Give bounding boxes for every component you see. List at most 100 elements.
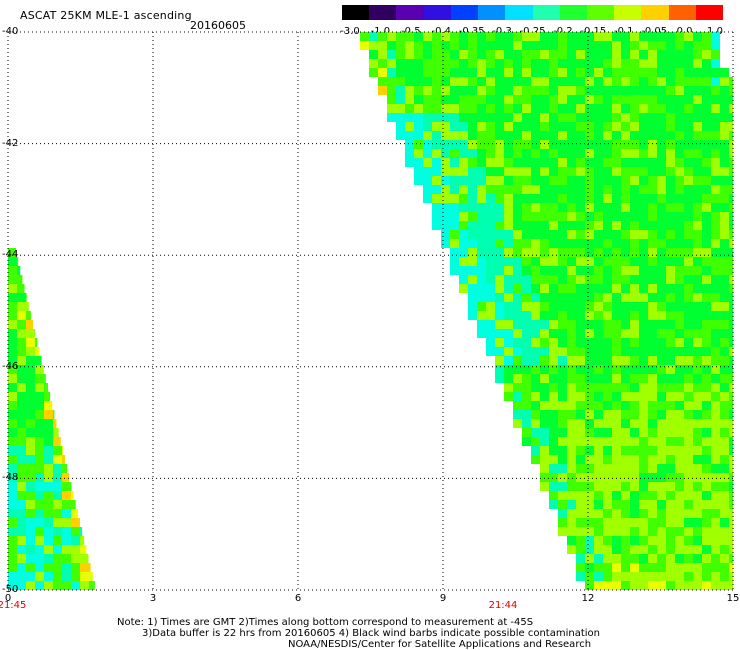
wind-cell (684, 536, 693, 545)
wind-cell (711, 401, 720, 410)
wind-cell (630, 149, 639, 158)
wind-cell (531, 104, 540, 113)
wind-cell (35, 527, 44, 536)
wind-cell (531, 77, 540, 86)
wind-cell (396, 113, 405, 122)
wind-cell (576, 527, 585, 536)
wind-cell (693, 50, 702, 59)
wind-cell (594, 77, 603, 86)
wind-cell (639, 455, 648, 464)
wind-cell (612, 545, 621, 554)
wind-cell (603, 410, 612, 419)
wind-cell (450, 230, 459, 239)
wind-cell (477, 329, 486, 338)
wind-cell (675, 527, 684, 536)
wind-cell (504, 104, 513, 113)
wind-cell (630, 437, 639, 446)
wind-cell (621, 527, 630, 536)
wind-cell (531, 32, 540, 41)
wind-cell (594, 518, 603, 527)
wind-cell (675, 572, 684, 581)
wind-cell (576, 140, 585, 149)
wind-cell (8, 572, 17, 581)
wind-cell (495, 113, 504, 122)
wind-cell (729, 356, 733, 365)
colorbar-label: -0.15 (580, 26, 607, 37)
wind-cell (477, 122, 486, 131)
wind-cell (693, 473, 702, 482)
wind-cell (639, 509, 648, 518)
wind-cell (441, 158, 450, 167)
wind-cell (53, 518, 62, 527)
wind-cell (666, 104, 675, 113)
wind-cell (648, 401, 657, 410)
wind-cell (711, 347, 720, 356)
wind-cell (612, 248, 621, 257)
wind-cell (666, 266, 675, 275)
wind-cell (630, 545, 639, 554)
wind-cell (486, 140, 495, 149)
wind-cell (468, 221, 477, 230)
wind-cell (675, 212, 684, 221)
wind-cell (702, 509, 711, 518)
wind-cell (684, 68, 693, 77)
wind-cell (729, 446, 733, 455)
wind-cell (702, 113, 711, 122)
wind-cell (35, 572, 44, 581)
colorbar-segment (478, 5, 506, 20)
wind-cell (657, 248, 666, 257)
wind-cell (594, 410, 603, 419)
wind-cell (603, 338, 612, 347)
wind-cell (666, 581, 675, 590)
wind-cell (648, 275, 657, 284)
wind-cell (702, 482, 711, 491)
wind-cell (684, 581, 693, 590)
wind-cell (711, 518, 720, 527)
wind-cell (432, 77, 441, 86)
wind-cell (711, 482, 720, 491)
wind-cell (693, 563, 702, 572)
wind-cell (603, 194, 612, 203)
wind-cell (612, 158, 621, 167)
wind-cell (594, 293, 603, 302)
wind-cell (513, 86, 522, 95)
wind-cell (720, 518, 729, 527)
wind-cell (630, 239, 639, 248)
wind-cell (53, 536, 62, 545)
wind-cell (531, 221, 540, 230)
wind-cell (414, 59, 423, 68)
wind-cell (630, 230, 639, 239)
wind-cell (675, 284, 684, 293)
wind-cell (495, 50, 504, 59)
wind-cell (567, 50, 576, 59)
wind-cell (387, 95, 396, 104)
wind-cell (62, 455, 66, 464)
wind-cell (540, 59, 549, 68)
wind-cell (720, 77, 729, 86)
wind-cell (477, 50, 486, 59)
wind-cell (531, 329, 540, 338)
wind-cell (657, 50, 666, 59)
wind-cell (720, 194, 729, 203)
wind-cell (666, 203, 675, 212)
wind-cell (657, 464, 666, 473)
wind-cell (621, 113, 630, 122)
wind-cell (585, 275, 594, 284)
wind-cell (594, 455, 603, 464)
wind-cell (504, 311, 513, 320)
wind-cell (62, 518, 71, 527)
wind-cell (585, 365, 594, 374)
wind-cell (477, 41, 486, 50)
wind-cell (639, 221, 648, 230)
wind-cell (495, 86, 504, 95)
wind-cell (549, 104, 558, 113)
wind-cell (576, 401, 585, 410)
wind-cell (558, 419, 567, 428)
wind-cell (558, 131, 567, 140)
wind-cell (666, 464, 675, 473)
wind-cell (459, 131, 468, 140)
wind-cell (585, 113, 594, 122)
wind-cell (693, 203, 702, 212)
wind-cell (540, 203, 549, 212)
wind-cell (603, 50, 612, 59)
